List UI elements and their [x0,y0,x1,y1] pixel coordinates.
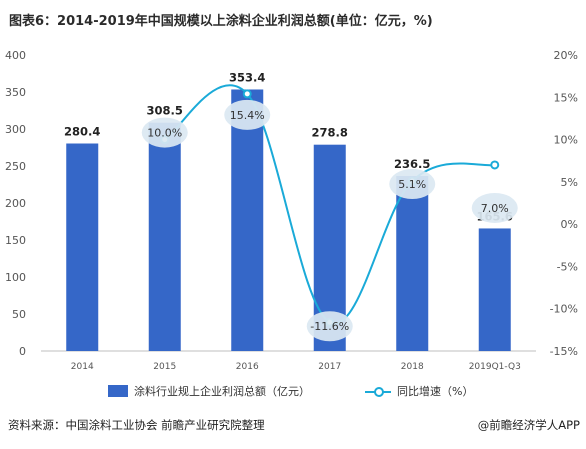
brand-credit: @前瞻经济学人APP [477,418,580,432]
y-left-tick-label: 0 [19,345,26,358]
legend-bar-label: 涂料行业规上企业利润总额（亿元） [134,385,310,398]
x-tick-label: 2016 [236,362,259,372]
growth-label-bubble [471,192,518,223]
bar-value-label: 308.5 [147,104,183,118]
legend-line-label: 同比增速（%） [397,385,474,398]
legend: 涂料行业规上企业利润总额（亿元） 同比增速（%） [0,383,586,403]
growth-value-label: 15.4% [230,109,265,122]
x-tick-label: 2015 [153,362,176,372]
y-left-tick-label: 300 [5,123,26,136]
bar-value-label: 278.8 [312,126,348,140]
x-tick-label: 2014 [71,362,94,372]
y-right-tick-label: -5% [557,260,578,273]
bar [231,89,264,351]
x-tick-label: 2017 [318,362,341,372]
growth-value-label: -11.6% [310,320,349,333]
bar-value-label: 353.4 [229,70,265,84]
growth-label-bubble [306,311,353,342]
y-left-tick-label: 200 [5,197,26,210]
x-tick-label: 2019Q1-Q3 [469,362,521,372]
growth-point [242,89,252,99]
growth-value-label: 7.0% [481,202,509,215]
growth-label-bubble [141,117,188,148]
bar-value-label: 236.5 [394,157,430,171]
growth-value-label: 5.1% [398,178,426,191]
bar [148,122,181,352]
y-left-tick-label: 100 [5,271,26,284]
y-right-tick-label: 5% [561,176,578,189]
legend-bar-swatch [108,385,128,397]
y-left-tick-label: 350 [5,86,26,99]
x-tick-label: 2018 [401,362,424,372]
bar [66,143,99,351]
y-right-tick-label: 10% [554,134,578,147]
legend-line-swatch [365,385,391,397]
legend-item-bar: 涂料行业规上企业利润总额（亿元） [108,383,310,399]
y-left-tick-label: 400 [5,49,26,62]
y-right-tick-label: -15% [550,345,578,358]
growth-label-bubble [224,99,271,130]
bar-value-label: 280.4 [64,125,100,139]
y-right-tick-label: 15% [554,91,578,104]
y-right-tick-label: -10% [550,303,578,316]
y-left-tick-label: 250 [5,160,26,173]
growth-label-bubble [389,169,436,200]
legend-item-line: 同比增速（%） [365,383,473,399]
y-right-tick-label: 20% [554,49,578,62]
growth-point [490,160,500,170]
chart-title: 图表6：2014-2019年中国规模以上涂料企业利润总额(单位：亿元，%) [9,14,433,29]
growth-value-label: 10.0% [147,127,182,140]
bar [396,175,429,351]
y-left-tick-label: 150 [5,234,26,247]
y-left-tick-label: 50 [12,308,26,321]
y-right-tick-label: 0% [561,218,578,231]
bar [478,228,511,351]
source-note: 资料来源：中国涂料工业协会 前瞻产业研究院整理 [8,418,265,432]
